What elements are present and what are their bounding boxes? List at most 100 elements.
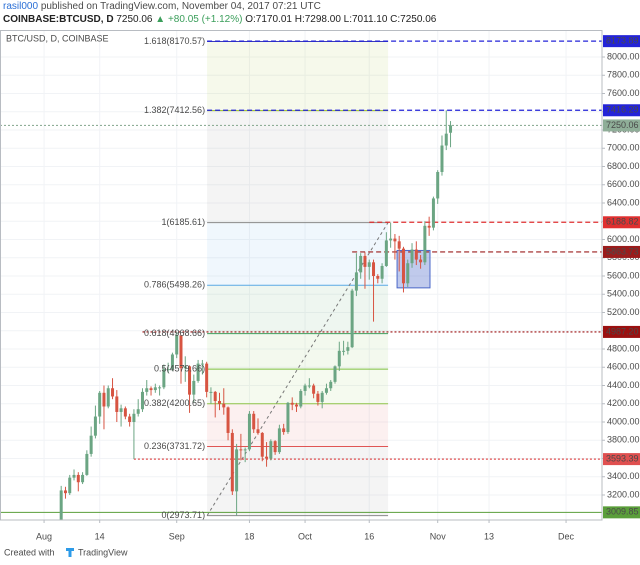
candle-body: [389, 238, 393, 241]
candle-body: [436, 171, 440, 199]
candle-body: [213, 391, 217, 402]
candle-body: [273, 441, 277, 453]
published: published on TradingView.com, November 0…: [41, 1, 321, 12]
candle-body: [367, 262, 371, 267]
candle-body: [145, 388, 149, 392]
symbol-line: COINBASE:BTCUSD, D 7250.06 ▲ +80.05 (+1.…: [3, 14, 437, 25]
candle-body: [230, 432, 234, 492]
candle-body: [59, 490, 63, 520]
candle-body: [307, 385, 311, 387]
price-tag-label: 3593.39: [606, 453, 639, 463]
overlay: 3200.003400.003600.003800.004000.004200.…: [36, 35, 640, 541]
candle-body: [123, 408, 127, 417]
candle-body: [380, 265, 384, 279]
fib-band: [207, 41, 389, 111]
candle-body: [333, 366, 337, 382]
candle-body: [170, 354, 174, 370]
candle-body: [423, 225, 427, 263]
fib-label: 1.382(7412.56): [144, 105, 205, 115]
y-tick-label: 8000.00: [607, 51, 640, 61]
candle-body: [85, 453, 89, 475]
price-tag: [603, 506, 640, 519]
y-tick-label: 3800.00: [607, 435, 640, 445]
candle-body: [393, 238, 397, 242]
candle-body: [81, 474, 85, 483]
y-tick-label: 6800.00: [607, 161, 640, 171]
price-tag: [603, 119, 640, 132]
price-tag-label: 5863.73: [606, 246, 639, 256]
candle-body: [179, 335, 183, 369]
candle-body: [162, 369, 166, 388]
candle-body: [286, 402, 290, 433]
candle-body: [89, 435, 93, 454]
candle-body: [128, 416, 132, 422]
fib-label: 0.5(4579.66): [154, 363, 205, 373]
candle-body: [140, 391, 144, 410]
candle-body: [183, 366, 187, 369]
fib-band: [207, 403, 389, 447]
candle-body: [419, 259, 423, 263]
x-tick-label: 13: [484, 531, 494, 541]
candle-body: [252, 413, 256, 430]
candle-body: [269, 441, 273, 459]
candle-body: [359, 255, 363, 273]
candle-body: [72, 474, 76, 478]
candle-body: [256, 429, 260, 433]
price-tag: [603, 104, 640, 117]
candle-body: [136, 409, 140, 414]
candle-body: [324, 388, 328, 393]
candle-body: [217, 401, 221, 404]
candle-body: [209, 391, 213, 393]
fib-band: [207, 369, 389, 404]
y-tick-label: 6000.00: [607, 234, 640, 244]
candle-body: [63, 490, 67, 494]
candle-body: [354, 272, 358, 291]
candle-body: [401, 248, 405, 284]
candle-body: [98, 392, 102, 417]
x-tick-label: 14: [95, 531, 105, 541]
candle-body: [277, 428, 281, 453]
price-tag-label: 4987.20: [606, 326, 639, 336]
header-line: rasil000 published on TradingView.com, N…: [3, 1, 321, 12]
y-tick-label: 4000.00: [607, 416, 640, 426]
fib-label: 0.382(4200.65): [144, 398, 205, 408]
fib-label: 0.786(5498.26): [144, 280, 205, 290]
fib-band: [207, 333, 389, 370]
price-tag-label: 3009.85: [606, 507, 639, 517]
candle-body: [372, 262, 376, 277]
price-tag-label: 7250.06: [606, 120, 639, 130]
candle-body: [239, 449, 243, 451]
y-tick-label: 7600.00: [607, 88, 640, 98]
chart-title: BTC/USD, D, COINBASE: [6, 33, 109, 43]
candle-body: [350, 290, 354, 348]
fib-label: 0(2973.71): [162, 510, 206, 520]
y-tick-label: 7000.00: [607, 143, 640, 153]
price: 7250.06: [116, 14, 153, 25]
candle-body: [299, 390, 303, 407]
y-tick-label: 6600.00: [607, 179, 640, 189]
candle-body: [431, 198, 435, 228]
candle-body: [282, 428, 286, 433]
y-tick-label: 5200.00: [607, 307, 640, 317]
candle-body: [106, 388, 110, 407]
symbol: COINBASE:BTCUSD, D: [3, 14, 114, 25]
candle-body: [337, 350, 341, 367]
y-tick-label: 5600.00: [607, 270, 640, 280]
candle-body: [196, 363, 200, 381]
candle-body: [320, 392, 324, 402]
footer-logo: [66, 548, 74, 557]
x-tick-label: Sep: [169, 531, 185, 541]
fib-band: [207, 446, 389, 516]
price-tag: [603, 245, 640, 258]
fib-label: 0.236(3731.72): [144, 441, 205, 451]
candle-body: [222, 403, 226, 408]
candle-body: [265, 456, 269, 459]
candle-body: [76, 474, 80, 483]
price-tag: [603, 453, 640, 466]
candle-body: [406, 263, 410, 284]
x-tick-label: Dec: [558, 531, 575, 541]
candle-body: [290, 402, 294, 405]
candle-body: [346, 347, 350, 351]
